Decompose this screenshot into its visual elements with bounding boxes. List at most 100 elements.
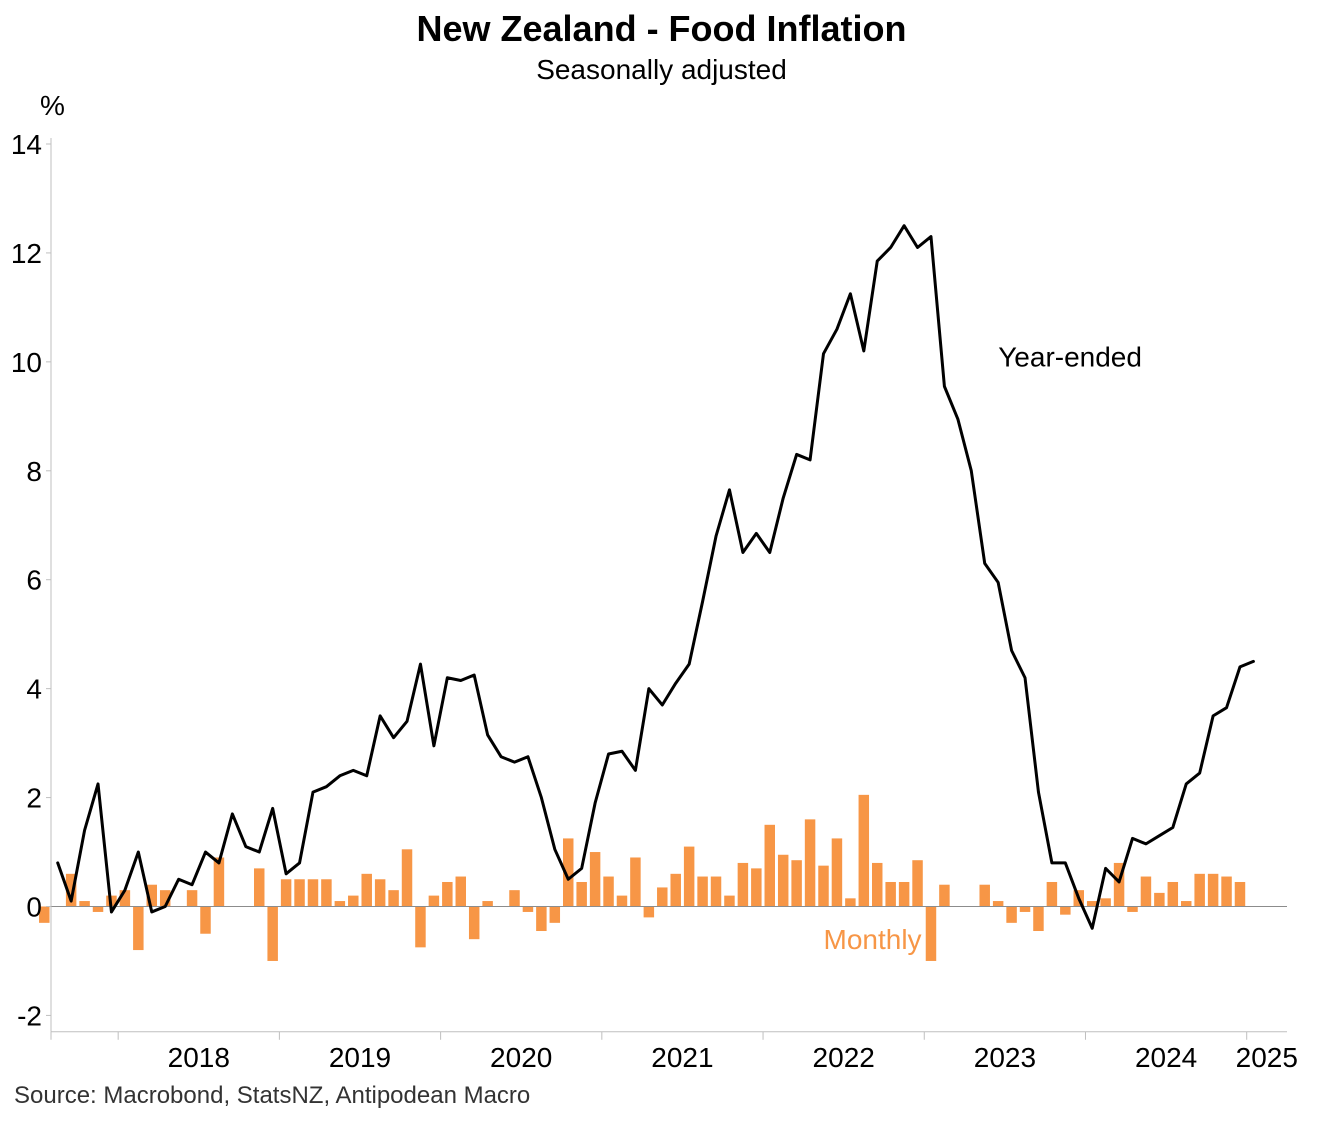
- monthly-bar: [428, 895, 440, 907]
- monthly-bar: [777, 854, 789, 907]
- chart-title: New Zealand - Food Inflation: [416, 8, 907, 49]
- monthly-bar: [361, 873, 372, 907]
- x-tick-label: 2020: [490, 1042, 552, 1073]
- monthly-bar: [724, 895, 735, 907]
- monthly-bar: [1113, 862, 1125, 907]
- monthly-bar: [979, 884, 990, 907]
- monthly-bar: [1221, 876, 1232, 907]
- monthly-bar: [536, 906, 547, 932]
- monthly-bar: [898, 881, 910, 907]
- monthly-bar: [65, 873, 77, 907]
- monthly-bar: [133, 906, 144, 951]
- monthly-bar: [643, 906, 655, 918]
- monthly-bar: [415, 906, 426, 948]
- chart-subtitle: Seasonally adjusted: [536, 54, 787, 85]
- monthly-bar: [39, 906, 50, 923]
- series-annotations: Year-ended Monthly: [824, 341, 1142, 955]
- monthly-bar: [576, 881, 587, 907]
- x-tick-label: 2021: [651, 1042, 713, 1073]
- series-annotation: Monthly: [824, 924, 922, 955]
- monthly-bar: [925, 906, 937, 961]
- monthly-bar: [401, 849, 413, 907]
- monthly-bar: [630, 857, 641, 907]
- monthly-bar: [885, 881, 896, 907]
- monthly-bar: [549, 906, 561, 923]
- monthly-bar: [307, 879, 319, 907]
- monthly-bar: [455, 876, 466, 907]
- monthly-bar: [1127, 906, 1138, 912]
- monthly-bar: [1167, 881, 1179, 907]
- monthly-bar: [603, 876, 614, 907]
- monthly-bar: [872, 862, 883, 907]
- monthly-bar: [657, 887, 668, 907]
- monthly-bar: [348, 895, 359, 907]
- y-tick-label: 10: [11, 347, 42, 378]
- y-tick-label: 0: [26, 892, 42, 923]
- monthly-bar: [388, 890, 399, 907]
- monthly-bar: [939, 884, 950, 907]
- monthly-bar: [1019, 906, 1031, 912]
- monthly-bar: [1046, 881, 1058, 907]
- monthly-bar: [912, 860, 923, 907]
- monthly-bar: [791, 860, 802, 907]
- y-tick-label: 6: [26, 565, 42, 596]
- y-tick-label: -2: [17, 1000, 42, 1031]
- monthly-bar: [374, 879, 386, 907]
- x-tick-label: 2019: [329, 1042, 391, 1073]
- chart-plot: % -2 0 2 4 6 8 10 12 14 2018 2019 2020 2021 2022 2023 2…: [11, 90, 1298, 1073]
- monthly-bar: [858, 794, 870, 907]
- monthly-bar: [1086, 901, 1098, 907]
- series-annotation: Year-ended: [998, 341, 1142, 372]
- x-tick-label: 2025: [1236, 1042, 1298, 1073]
- monthly-bar: [764, 824, 775, 907]
- monthly-bar: [482, 901, 493, 907]
- monthly-bar: [1194, 873, 1205, 907]
- monthly-bar: [710, 876, 722, 907]
- monthly-bar: [1181, 901, 1192, 907]
- monthly-bar: [845, 898, 856, 907]
- monthly-bar: [818, 865, 829, 907]
- monthly-bar: [1033, 906, 1044, 932]
- monthly-bar: [683, 846, 695, 907]
- y-tick-label: 12: [11, 238, 42, 269]
- year-ended-line-group: [56, 224, 1255, 930]
- y-tick-label: 8: [26, 456, 42, 487]
- monthly-bar: [159, 890, 171, 907]
- y-tick-label: 4: [26, 674, 42, 705]
- y-tick-label: 2: [26, 783, 42, 814]
- y-tick-label: 14: [11, 129, 42, 160]
- chart-source-note: Source: Macrobond, StatsNZ, Antipodean M…: [14, 1082, 531, 1109]
- monthly-bar: [751, 868, 762, 907]
- monthly-bar: [92, 906, 104, 912]
- monthly-bar: [213, 857, 225, 907]
- monthly-bar: [1006, 906, 1017, 923]
- monthly-bar: [119, 890, 131, 907]
- monthly-bar: [267, 906, 278, 961]
- x-tick-label: 2022: [813, 1042, 875, 1073]
- monthly-bar: [468, 906, 480, 940]
- monthly-bar: [294, 879, 305, 907]
- monthly-bar: [321, 879, 332, 907]
- monthly-bar: [254, 868, 265, 907]
- monthly-bar: [589, 852, 601, 907]
- x-tick-label: 2018: [168, 1042, 230, 1073]
- monthly-bar: [697, 876, 708, 907]
- year-ended-line: [56, 224, 1255, 930]
- monthly-bar: [737, 862, 749, 907]
- monthly-bar: [334, 901, 346, 907]
- y-axis-unit-label: %: [40, 90, 65, 121]
- monthly-bar: [1100, 898, 1111, 907]
- monthly-bar: [804, 819, 816, 907]
- monthly-bar: [522, 906, 534, 912]
- monthly-bar: [509, 890, 520, 907]
- monthly-bar: [1154, 892, 1165, 907]
- x-tick-label: 2023: [974, 1042, 1036, 1073]
- monthly-bar: [616, 895, 628, 907]
- monthly-bar: [831, 838, 843, 907]
- monthly-bar: [1234, 881, 1246, 907]
- monthly-bar: [146, 884, 157, 907]
- monthly-bar: [442, 881, 453, 907]
- monthly-bar: [563, 838, 574, 907]
- monthly-bar: [670, 873, 681, 907]
- monthly-bar: [280, 879, 292, 907]
